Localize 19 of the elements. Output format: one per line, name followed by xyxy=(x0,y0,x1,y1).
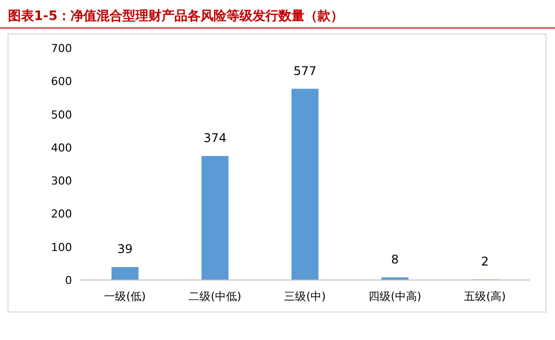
data-label: 577 xyxy=(294,64,316,78)
x-tick-label: 四级(中高) xyxy=(368,290,422,303)
y-tick-label: 500 xyxy=(51,108,72,122)
x-tick-label: 三级(中) xyxy=(284,290,326,303)
y-tick-label: 200 xyxy=(51,208,72,221)
x-tick-label: 一级(低) xyxy=(104,290,146,303)
y-tick-label: 0 xyxy=(65,274,72,287)
x-tick-label: 五级(高) xyxy=(464,290,506,303)
data-label: 8 xyxy=(391,252,399,266)
y-tick-label: 400 xyxy=(51,141,72,154)
data-label: 39 xyxy=(117,242,133,256)
x-tick-label: 二级(中低) xyxy=(188,290,242,303)
data-label: 2 xyxy=(481,254,489,268)
y-tick-label: 700 xyxy=(51,42,72,55)
chart-title: 图表1-5：净值混合型理财产品各风险等级发行数量（款） xyxy=(8,8,344,24)
y-tick-label: 100 xyxy=(51,240,72,254)
data-label: 374 xyxy=(204,131,226,146)
y-tick-label: 300 xyxy=(51,174,72,188)
y-tick-label: 600 xyxy=(51,75,72,88)
